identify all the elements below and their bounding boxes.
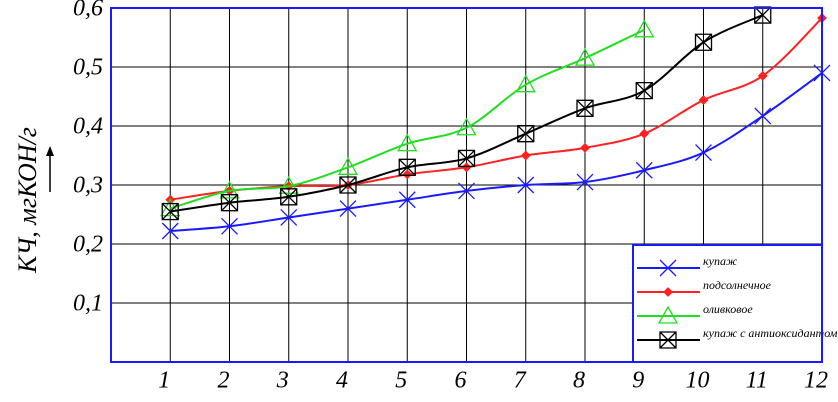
- x-tick-label: 2: [218, 368, 230, 394]
- marker: [576, 173, 594, 191]
- x-tick-label: 8: [573, 368, 585, 394]
- legend-label: купаж: [703, 254, 737, 268]
- marker: [221, 217, 238, 235]
- y-tick-label: 0,3: [73, 173, 103, 199]
- y-axis-label: КЧ, мгКОН/г: [13, 127, 42, 274]
- series-line: [170, 17, 823, 201]
- x-tick-label: 11: [746, 368, 768, 394]
- axis-arrow-head: [46, 146, 54, 156]
- marker: [461, 162, 472, 173]
- y-tick-label: 0,2: [73, 232, 103, 258]
- marker: [456, 117, 477, 136]
- series-line: [170, 14, 764, 213]
- marker: [517, 176, 535, 194]
- marker: [635, 161, 653, 179]
- marker: [458, 182, 475, 200]
- marker: [398, 191, 416, 209]
- y-tick-label: 0,1: [73, 291, 103, 317]
- marker: [280, 188, 298, 206]
- x-tick-label: 9: [632, 368, 644, 394]
- marker: [694, 33, 713, 51]
- legend-label: купаж с антиоксидантом: [703, 326, 838, 340]
- y-tick-label: 0,5: [73, 55, 103, 81]
- plot-frame: [110, 7, 823, 363]
- marker: [457, 149, 476, 168]
- x-tick-label: 3: [276, 368, 289, 394]
- marker: [219, 180, 240, 199]
- x-tick-label: 7: [514, 368, 527, 394]
- marker: [663, 287, 673, 297]
- marker: [402, 169, 413, 180]
- marker: [339, 200, 357, 218]
- x-tick-label: 1: [158, 368, 170, 394]
- marker: [339, 176, 357, 194]
- marker: [398, 158, 416, 176]
- marker: [517, 125, 535, 143]
- marker: [639, 128, 650, 139]
- marker: [161, 222, 179, 240]
- marker: [397, 133, 418, 152]
- marker: [220, 194, 239, 212]
- x-tick-label: 10: [686, 368, 710, 394]
- marker: [161, 202, 179, 221]
- marker: [695, 144, 712, 162]
- marker: [574, 47, 596, 66]
- y-tick-label: 0,4: [73, 114, 103, 140]
- marker: [580, 142, 590, 153]
- marker: [337, 156, 359, 175]
- legend-label: оливковое: [703, 302, 753, 316]
- legend-label: подсолнечное: [703, 278, 772, 292]
- marker: [278, 175, 299, 194]
- marker: [754, 107, 772, 125]
- marker: [520, 150, 531, 161]
- marker: [657, 305, 679, 324]
- marker: [757, 70, 768, 81]
- marker: [698, 95, 709, 105]
- x-tick-label: 5: [395, 368, 407, 394]
- marker: [635, 81, 653, 100]
- x-tick-label: 4: [336, 368, 348, 394]
- marker: [634, 19, 655, 38]
- x-tick-label: 12: [804, 368, 828, 394]
- marker: [280, 208, 298, 226]
- marker: [576, 99, 594, 117]
- marker: [515, 74, 536, 93]
- series-line: [170, 72, 823, 233]
- y-tick-label: 0,6: [73, 0, 103, 22]
- marker: [659, 331, 677, 349]
- x-tick-label: 6: [455, 368, 467, 394]
- marker: [659, 259, 677, 277]
